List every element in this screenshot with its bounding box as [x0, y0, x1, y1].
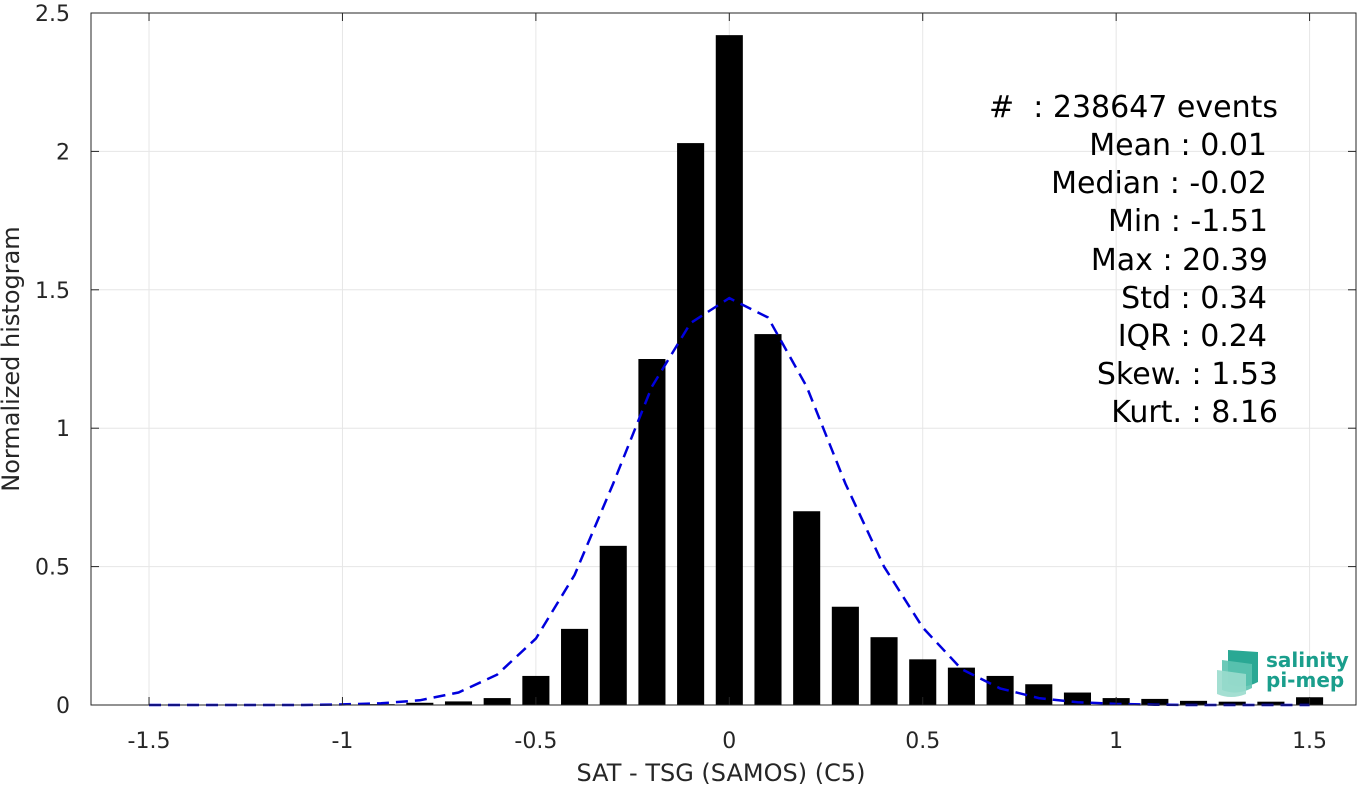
histogram-bar-13 [638, 359, 666, 705]
logo-line1: salinity [1266, 648, 1349, 672]
x-axis-ticks: -1.5 -1 -0.5 0 0.5 1 1.5 [128, 13, 1327, 754]
stats-max: Max : 20.39 [1091, 243, 1268, 278]
histogram-bar-15 [715, 35, 743, 706]
x-tick-label-1: -1 [331, 729, 353, 754]
histogram-bars [328, 35, 1324, 706]
stats-box: # : 238647 events Mean : 0.01 Median : -… [989, 90, 1278, 430]
x-tick-label-2: -0.5 [514, 729, 557, 754]
y-axis-ticks: 0 0.5 1 1.5 2 2.5 [35, 2, 1356, 719]
histogram-bar-17 [793, 511, 821, 705]
y-tick-label-4: 2 [56, 140, 70, 165]
histogram-bar-23 [1025, 684, 1053, 705]
histogram-bar-28 [1218, 701, 1246, 705]
logo-line2: pi-mep [1266, 668, 1344, 692]
stats-min: Min : -1.51 [1108, 204, 1268, 239]
y-tick-label-0: 0 [56, 694, 70, 719]
histogram-bar-27 [1179, 700, 1208, 705]
stats-iqr: IQR : 0.24 [1118, 319, 1267, 354]
x-tick-label-4: 0.5 [905, 729, 940, 754]
histogram-bar-12 [599, 545, 627, 705]
histogram-bar-22 [986, 675, 1014, 705]
y-tick-label-1: 0.5 [35, 556, 70, 581]
histogram-bar-29 [1257, 701, 1285, 705]
x-tick-label-6: 1.5 [1292, 729, 1327, 754]
histogram-bar-24 [1063, 692, 1092, 705]
histogram-bar-19 [870, 637, 898, 705]
stats-count: # : 238647 events [989, 90, 1278, 125]
x-tick-label-0: -1.5 [128, 729, 171, 754]
y-axis-label: Normalized histogram [0, 226, 25, 491]
histogram-bar-26 [1141, 698, 1169, 705]
histogram-bar-16 [754, 334, 782, 705]
x-axis-label: SAT - TSG (SAMOS) (C5) [577, 759, 866, 785]
histogram-bar-8 [444, 701, 473, 705]
stats-skew: Skew. : 1.53 [1097, 357, 1278, 392]
histogram-bar-14 [677, 143, 705, 705]
y-tick-label-3: 1.5 [35, 279, 70, 304]
x-tick-label-5: 1 [1109, 729, 1123, 754]
x-tick-label-3: 0 [722, 729, 736, 754]
wave-logo-icon [1217, 650, 1258, 697]
y-tick-label-2: 1 [56, 417, 70, 442]
stats-mean: Mean : 0.01 [1089, 128, 1267, 163]
histogram-bar-9 [483, 698, 511, 705]
histogram-bar-11 [561, 628, 589, 705]
stats-median: Median : -0.02 [1051, 166, 1267, 201]
y-tick-label-5: 2.5 [35, 2, 70, 27]
salinity-pi-mep-logo: salinity pi-mep [1217, 648, 1349, 697]
histogram-bar-18 [831, 606, 859, 705]
stats-std: Std : 0.34 [1121, 281, 1267, 316]
histogram-bar-7 [406, 702, 434, 705]
stats-kurt: Kurt. : 8.16 [1111, 395, 1278, 430]
plot-frame [90, 12, 1357, 706]
